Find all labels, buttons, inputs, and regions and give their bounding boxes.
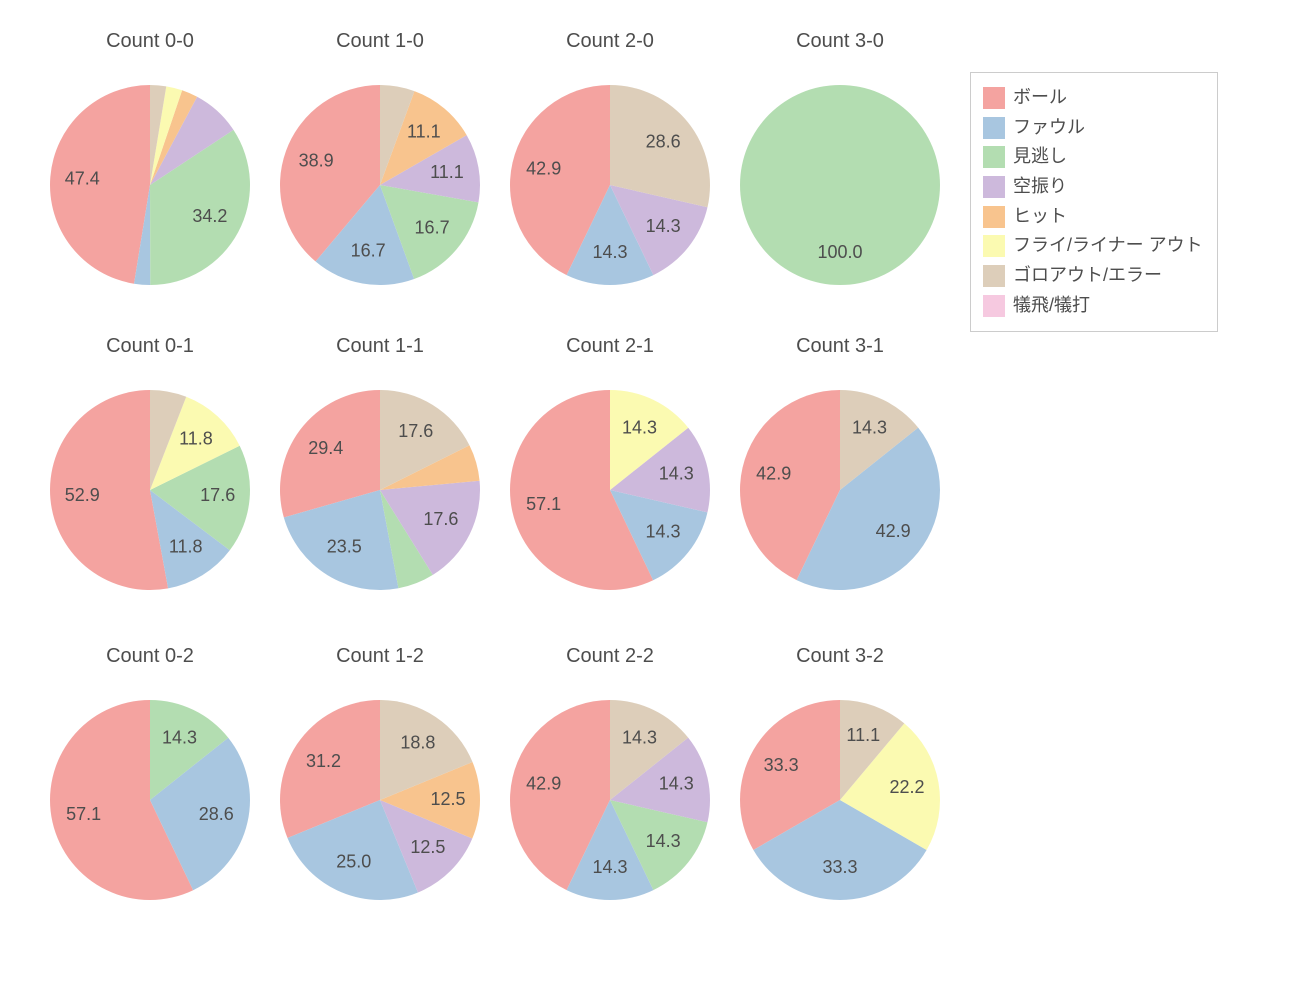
slice-label: 33.3 bbox=[764, 755, 799, 775]
legend-label: ゴロアウト/エラー bbox=[1013, 261, 1162, 291]
slice-label: 17.6 bbox=[423, 509, 458, 529]
chart-grid: Count 0-0 47.4 34.2 Count 1-0 38.9 16.7 16.7 11… bbox=[0, 0, 1300, 1000]
slice-label: 100.0 bbox=[817, 242, 862, 262]
slice-label: 11.8 bbox=[179, 429, 213, 449]
pie-chart: 52.9 11.8 17.6 11.8 bbox=[20, 360, 280, 620]
subplot-title: Count 1-1 bbox=[270, 335, 490, 358]
legend-item: ファウル bbox=[983, 113, 1203, 143]
slice-label: 28.6 bbox=[646, 131, 681, 151]
slice-label: 11.1 bbox=[407, 122, 441, 142]
subplot-title: Count 2-2 bbox=[500, 645, 720, 668]
legend-swatch bbox=[983, 87, 1005, 109]
legend-item: 見逃し bbox=[983, 142, 1203, 172]
legend-label: 見逃し bbox=[1013, 142, 1067, 172]
legend-label: ファウル bbox=[1013, 113, 1085, 143]
pie-chart: 38.9 16.7 16.7 11.1 11.1 bbox=[250, 55, 510, 315]
slice-label: 16.7 bbox=[415, 217, 450, 237]
pie-chart: 100.0 bbox=[710, 55, 970, 315]
legend-swatch bbox=[983, 206, 1005, 228]
pie-chart: 33.3 33.3 22.2 11.1 bbox=[710, 670, 970, 930]
slice-label: 12.5 bbox=[430, 789, 465, 809]
legend-label: 犠飛/犠打 bbox=[1013, 291, 1090, 321]
legend-item: 空振り bbox=[983, 172, 1203, 202]
legend-label: フライ/ライナー アウト bbox=[1013, 231, 1203, 261]
slice-label: 14.3 bbox=[659, 774, 694, 794]
slice-label: 38.9 bbox=[299, 150, 334, 170]
slice-label: 42.9 bbox=[526, 159, 561, 179]
slice-label: 22.2 bbox=[889, 777, 924, 797]
slice-label: 14.3 bbox=[852, 417, 887, 437]
slice-label: 28.6 bbox=[199, 804, 234, 824]
legend-item: ヒット bbox=[983, 202, 1203, 232]
slice-label: 14.3 bbox=[622, 727, 657, 747]
slice-label: 29.4 bbox=[308, 438, 343, 458]
slice-label: 14.3 bbox=[162, 727, 197, 747]
pie-chart: 57.1 28.6 14.3 bbox=[20, 670, 280, 930]
slice-label: 11.1 bbox=[430, 162, 464, 182]
slice-label: 42.9 bbox=[526, 774, 561, 794]
slice-label: 14.3 bbox=[646, 831, 681, 851]
slice-label: 14.3 bbox=[622, 417, 657, 437]
subplot-title: Count 0-2 bbox=[40, 645, 260, 668]
legend-label: ボール bbox=[1013, 83, 1067, 113]
slice-label: 14.3 bbox=[646, 521, 681, 541]
slice-label: 12.5 bbox=[410, 837, 445, 857]
slice-label: 52.9 bbox=[65, 485, 100, 505]
subplot-title: Count 2-0 bbox=[500, 30, 720, 53]
subplot-title: Count 0-1 bbox=[40, 335, 260, 358]
legend-label: ヒット bbox=[1013, 202, 1067, 232]
pie-chart: 42.9 14.3 14.3 14.3 14.3 bbox=[480, 670, 740, 930]
legend-item: 犠飛/犠打 bbox=[983, 291, 1203, 321]
slice-label: 23.5 bbox=[327, 537, 362, 557]
pie-chart: 42.9 14.3 14.3 28.6 bbox=[480, 55, 740, 315]
slice-label: 14.3 bbox=[592, 857, 627, 877]
legend-swatch bbox=[983, 295, 1005, 317]
subplot-title: Count 3-1 bbox=[730, 335, 950, 358]
slice-label: 42.9 bbox=[876, 521, 911, 541]
pie-chart: 29.4 23.5 17.6 17.6 bbox=[250, 360, 510, 620]
pie-chart: 42.9 42.9 14.3 bbox=[710, 360, 970, 620]
legend-item: ボール bbox=[983, 83, 1203, 113]
slice-label: 14.3 bbox=[592, 242, 627, 262]
pie-chart: 57.1 14.3 14.3 14.3 bbox=[480, 360, 740, 620]
pie-chart: 47.4 34.2 bbox=[20, 55, 280, 315]
legend-swatch bbox=[983, 265, 1005, 287]
legend-swatch bbox=[983, 117, 1005, 139]
subplot-title: Count 3-0 bbox=[730, 30, 950, 53]
legend-item: フライ/ライナー アウト bbox=[983, 231, 1203, 261]
slice-label: 14.3 bbox=[659, 464, 694, 484]
slice-label: 34.2 bbox=[192, 206, 227, 226]
slice-label: 31.2 bbox=[306, 751, 341, 771]
subplot-title: Count 3-2 bbox=[730, 645, 950, 668]
subplot-title: Count 2-1 bbox=[500, 335, 720, 358]
subplot-title: Count 1-0 bbox=[270, 30, 490, 53]
slice-label: 57.1 bbox=[66, 804, 101, 824]
slice-label: 11.1 bbox=[846, 725, 880, 745]
slice-label: 17.6 bbox=[200, 485, 235, 505]
slice-label: 16.7 bbox=[351, 241, 386, 261]
slice-label: 14.3 bbox=[646, 216, 681, 236]
slice-label: 47.4 bbox=[65, 168, 100, 188]
subplot-title: Count 1-2 bbox=[270, 645, 490, 668]
slice-label: 25.0 bbox=[336, 851, 371, 871]
slice-label: 17.6 bbox=[398, 421, 433, 441]
slice-label: 42.9 bbox=[756, 464, 791, 484]
slice-label: 11.8 bbox=[169, 537, 203, 557]
slice-label: 57.1 bbox=[526, 494, 561, 514]
legend-item: ゴロアウト/エラー bbox=[983, 261, 1203, 291]
legend-swatch bbox=[983, 235, 1005, 257]
pie-chart: 31.2 25.0 12.5 12.5 18.8 bbox=[250, 670, 510, 930]
legend-swatch bbox=[983, 146, 1005, 168]
slice-label: 18.8 bbox=[400, 732, 435, 752]
legend-label: 空振り bbox=[1013, 172, 1067, 202]
legend-swatch bbox=[983, 176, 1005, 198]
legend: ボールファウル見逃し空振りヒットフライ/ライナー アウトゴロアウト/エラー犠飛/… bbox=[970, 72, 1218, 332]
subplot-title: Count 0-0 bbox=[40, 30, 260, 53]
slice-label: 33.3 bbox=[822, 857, 857, 877]
